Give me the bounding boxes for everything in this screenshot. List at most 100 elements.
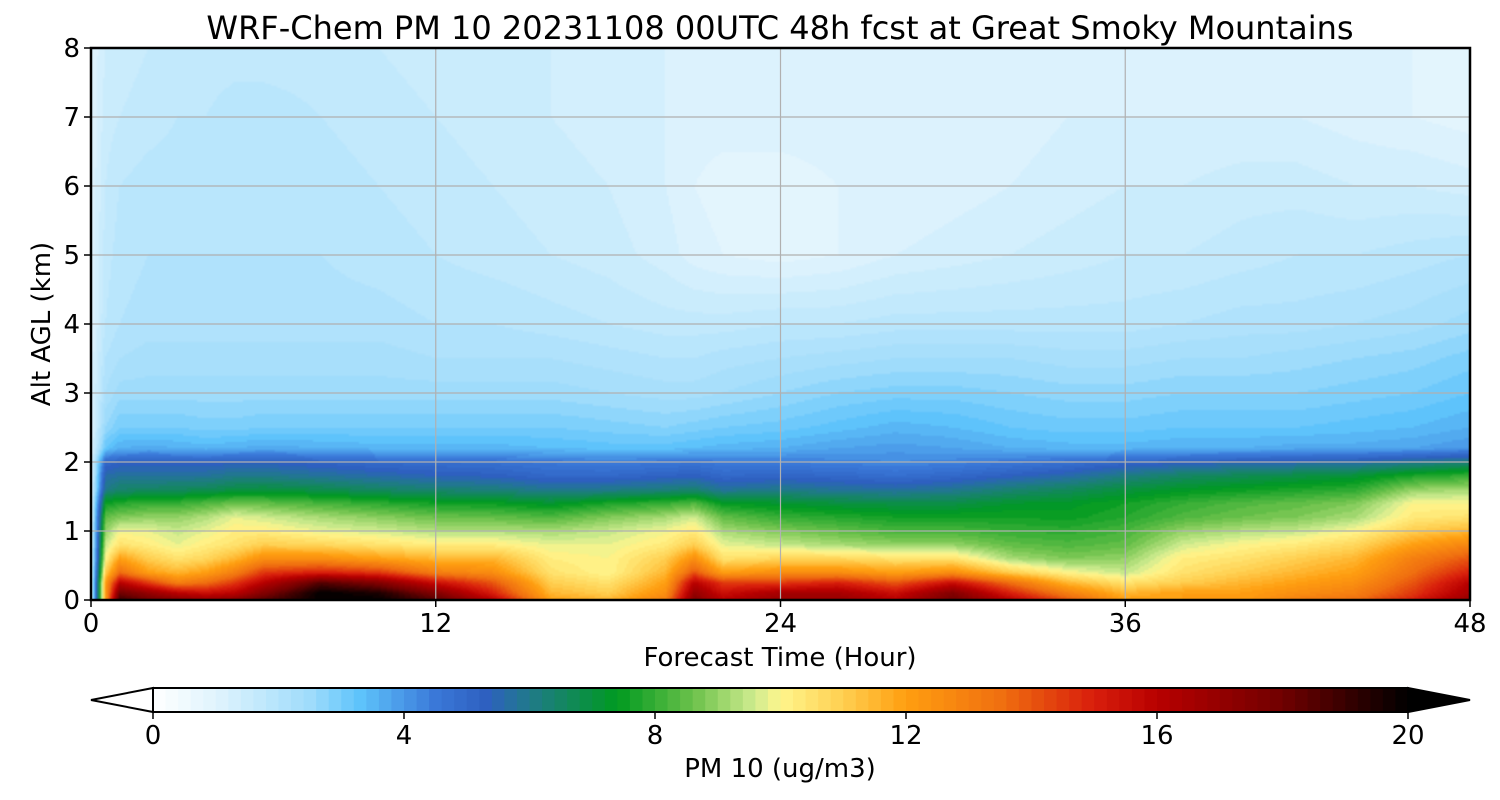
x-tick-label: 36 xyxy=(1109,609,1142,639)
colorbar-frame xyxy=(152,687,1409,713)
colorbar-segment xyxy=(240,688,254,712)
colorbar-segment xyxy=(491,688,505,712)
colorbar-segment xyxy=(1307,688,1321,712)
colorbar-segment xyxy=(604,688,618,712)
colorbar-segment xyxy=(617,688,631,712)
colorbar-segment xyxy=(1219,688,1233,712)
colorbar-segment xyxy=(642,688,656,712)
colorbar-tick-label: 8 xyxy=(647,721,664,751)
colorbar-segment xyxy=(542,688,556,712)
colorbar: 0 4 8 12 16 20 PM 10 (ug/m3) xyxy=(90,686,1471,784)
colorbar-segment xyxy=(767,688,782,712)
colorbar-segment xyxy=(579,688,593,712)
colorbar-label: PM 10 (ug/m3) xyxy=(684,754,876,784)
colorbar-segment xyxy=(730,688,744,712)
colorbar-segment xyxy=(629,688,644,712)
colorbar-segment xyxy=(554,688,568,712)
colorbar-segments xyxy=(153,688,1409,712)
colorbar-segment xyxy=(868,688,882,712)
chart-title: WRF-Chem PM 10 20231108 00UTC 48h fcst a… xyxy=(206,9,1353,47)
colorbar-segment xyxy=(592,688,606,712)
colorbar-segment xyxy=(441,688,455,712)
colorbar-segment xyxy=(667,688,681,712)
colorbar-segment xyxy=(918,688,932,712)
y-tick-label: 1 xyxy=(63,517,80,547)
colorbar-segment xyxy=(253,688,267,712)
colorbar-segment xyxy=(906,688,920,712)
colorbar-segment xyxy=(1069,688,1083,712)
colorbar-tick-label: 4 xyxy=(396,721,413,751)
x-tick-label: 12 xyxy=(419,609,452,639)
colorbar-segment xyxy=(1106,688,1120,712)
colorbar-segment xyxy=(1320,688,1334,712)
x-tick-label: 48 xyxy=(1453,609,1486,639)
colorbar-segment xyxy=(203,688,217,712)
colorbar-ticks: 0 4 8 12 16 20 xyxy=(145,712,1425,751)
colorbar-segment xyxy=(1332,688,1346,712)
colorbar-segment xyxy=(178,688,192,712)
colorbar-segment xyxy=(1257,688,1271,712)
colorbar-tick-label: 0 xyxy=(145,721,162,751)
colorbar-segment xyxy=(1157,688,1171,712)
colorbar-segment xyxy=(529,688,543,712)
colorbar-segment xyxy=(1382,688,1397,712)
colorbar-segment xyxy=(404,688,418,712)
colorbar-segment xyxy=(278,688,292,712)
colorbar-segment xyxy=(1207,688,1221,712)
colorbar-segment xyxy=(805,688,819,712)
colorbar-segment xyxy=(793,688,807,712)
y-axis: 0 1 2 3 4 5 6 7 8 xyxy=(63,34,91,616)
colorbar-tick-label: 16 xyxy=(1140,721,1173,751)
x-axis: 0 12 24 36 48 xyxy=(83,600,1487,639)
colorbar-segment xyxy=(1357,688,1371,712)
colorbar-segment xyxy=(567,688,581,712)
y-axis-label: Alt AGL (km) xyxy=(27,242,57,406)
colorbar-segment xyxy=(504,688,518,712)
colorbar-segment xyxy=(830,688,844,712)
colorbar-tick-label: 20 xyxy=(1391,721,1424,751)
x-tick-label: 24 xyxy=(764,609,797,639)
colorbar-segment xyxy=(454,688,468,712)
colorbar-segment xyxy=(429,688,443,712)
colorbar-segment xyxy=(265,688,280,712)
colorbar-segment xyxy=(1182,688,1196,712)
colorbar-segment xyxy=(956,688,970,712)
colorbar-segment xyxy=(742,688,756,712)
y-tick-label: 0 xyxy=(63,586,80,616)
colorbar-segment xyxy=(190,688,204,712)
colorbar-high-extend xyxy=(1407,686,1471,714)
colorbar-segment xyxy=(931,688,945,712)
colorbar-segment xyxy=(466,688,480,712)
colorbar-segment xyxy=(893,688,907,712)
colorbar-segment xyxy=(1081,688,1095,712)
colorbar-segment xyxy=(1169,688,1183,712)
colorbar-segment xyxy=(755,688,769,712)
colorbar-segment xyxy=(968,688,982,712)
colorbar-segment xyxy=(1144,688,1158,712)
colorbar-segment xyxy=(843,688,857,712)
colorbar-segment xyxy=(328,688,342,712)
colorbar-segment xyxy=(291,688,305,712)
colorbar-segment xyxy=(818,688,832,712)
colorbar-segment xyxy=(943,688,957,712)
x-axis-label: Forecast Time (Hour) xyxy=(643,643,916,673)
colorbar-segment xyxy=(1345,688,1359,712)
colorbar-segment xyxy=(378,688,393,712)
colorbar-segment xyxy=(1395,688,1409,712)
y-tick-label: 2 xyxy=(63,448,80,478)
colorbar-segment xyxy=(1194,688,1208,712)
colorbar-tick-label: 12 xyxy=(889,721,922,751)
colorbar-segment xyxy=(1269,688,1284,712)
colorbar-segment xyxy=(1131,688,1146,712)
colorbar-segment xyxy=(353,688,367,712)
colorbar-segment xyxy=(341,688,355,712)
colorbar-segment xyxy=(705,688,719,712)
colorbar-segment xyxy=(165,688,179,712)
colorbar-segment xyxy=(1119,688,1133,712)
colorbar-segment xyxy=(215,688,229,712)
colorbar-segment xyxy=(1031,688,1045,712)
colorbar-segment xyxy=(1044,688,1058,712)
colorbar-segment xyxy=(780,688,794,712)
y-tick-label: 5 xyxy=(63,241,80,271)
